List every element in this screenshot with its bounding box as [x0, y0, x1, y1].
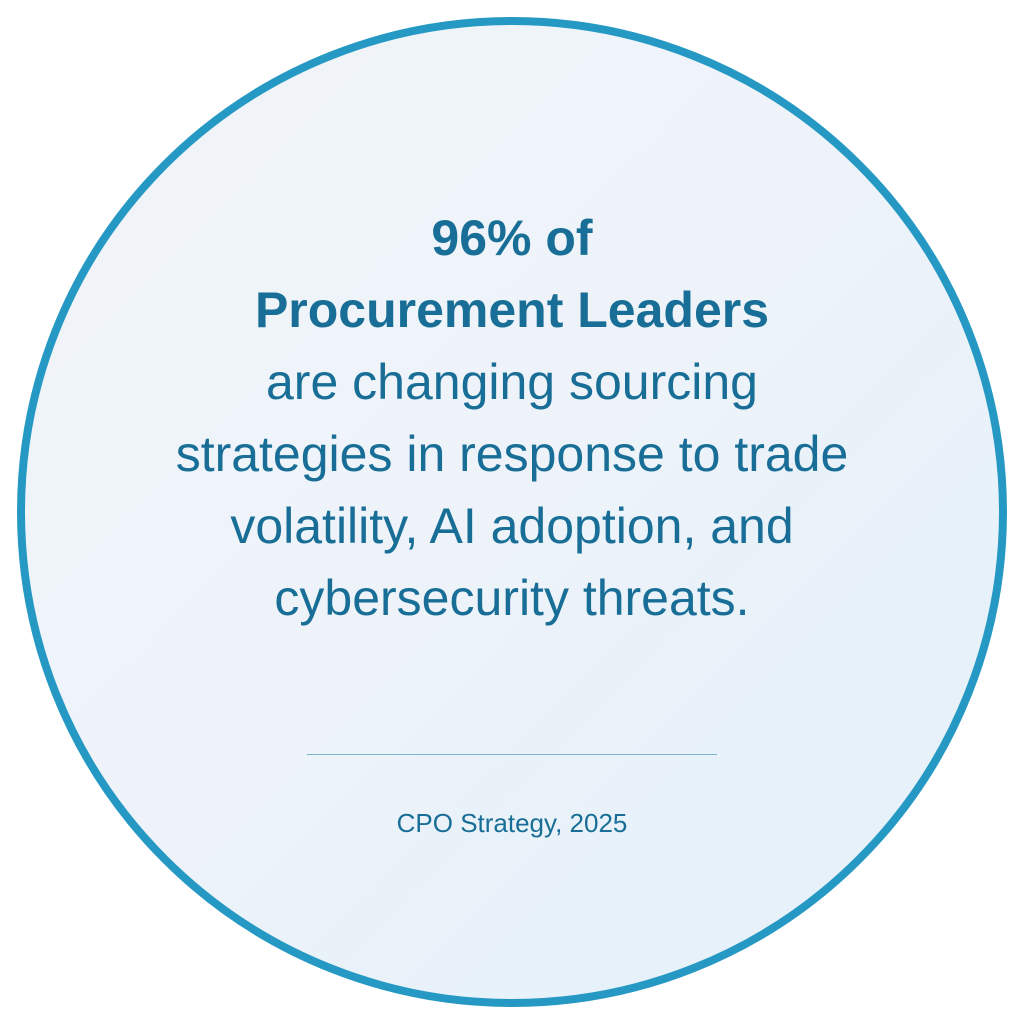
divider — [307, 754, 717, 755]
headline-stat: 96% of — [431, 210, 593, 266]
body-line: cybersecurity threats. — [274, 570, 750, 626]
stat-text: 96% of Procurement Leaders are changing … — [0, 202, 1024, 634]
body-line: are changing sourcing — [266, 354, 758, 410]
body-line: volatility, AI adoption, and — [230, 498, 794, 554]
citation: CPO Strategy, 2025 — [396, 808, 628, 838]
body-line: strategies in response to trade — [175, 426, 849, 482]
stat-circle — [17, 17, 1007, 1007]
headline-subject: Procurement Leaders — [254, 282, 770, 338]
